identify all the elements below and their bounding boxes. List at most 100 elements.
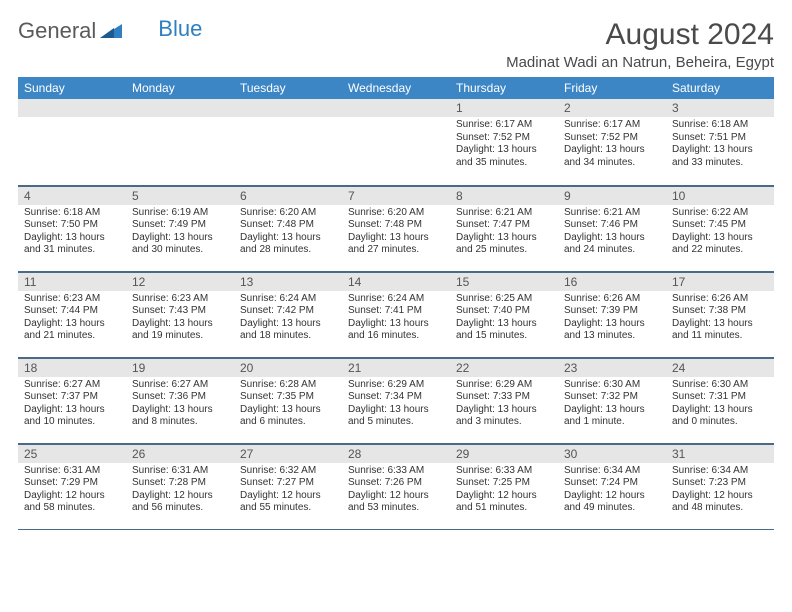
sunrise-line: Sunrise: 6:18 AM [672,119,768,132]
sunrise-line: Sunrise: 6:32 AM [240,465,336,478]
day-number: 28 [348,447,361,461]
day-details: Sunrise: 6:34 AMSunset: 7:24 PMDaylight:… [558,463,666,519]
daylight-line: Daylight: 13 hours and 16 minutes. [348,318,444,343]
sunset-line: Sunset: 7:33 PM [456,391,552,404]
calendar-week-row: 18Sunrise: 6:27 AMSunset: 7:37 PMDayligh… [18,357,774,443]
daylight-line: Daylight: 13 hours and 10 minutes. [24,404,120,429]
day-number-bar: 23 [558,358,666,377]
calendar-day-cell: 26Sunrise: 6:31 AMSunset: 7:28 PMDayligh… [126,443,234,529]
sunset-line: Sunset: 7:52 PM [564,132,660,145]
daylight-line: Daylight: 13 hours and 15 minutes. [456,318,552,343]
daylight-line: Daylight: 13 hours and 5 minutes. [348,404,444,429]
sunrise-line: Sunrise: 6:29 AM [348,379,444,392]
day-details: Sunrise: 6:30 AMSunset: 7:32 PMDaylight:… [558,377,666,433]
sunset-line: Sunset: 7:41 PM [348,305,444,318]
calendar-day-cell: 25Sunrise: 6:31 AMSunset: 7:29 PMDayligh… [18,443,126,529]
sunrise-line: Sunrise: 6:24 AM [348,293,444,306]
day-number: 15 [456,275,469,289]
day-number-bar [18,99,126,117]
day-number: 20 [240,361,253,375]
daylight-line: Daylight: 13 hours and 27 minutes. [348,232,444,257]
day-details: Sunrise: 6:31 AMSunset: 7:28 PMDaylight:… [126,463,234,519]
title-block: August 2024 Madinat Wadi an Natrun, Behe… [506,18,774,71]
calendar-week-row: 1Sunrise: 6:17 AMSunset: 7:52 PMDaylight… [18,99,774,185]
sunset-line: Sunset: 7:40 PM [456,305,552,318]
day-number-bar: 21 [342,358,450,377]
sunset-line: Sunset: 7:52 PM [456,132,552,145]
sunset-line: Sunset: 7:50 PM [24,219,120,232]
calendar-day-cell: 19Sunrise: 6:27 AMSunset: 7:36 PMDayligh… [126,357,234,443]
daylight-line: Daylight: 13 hours and 21 minutes. [24,318,120,343]
day-details: Sunrise: 6:20 AMSunset: 7:48 PMDaylight:… [234,205,342,261]
day-details: Sunrise: 6:19 AMSunset: 7:49 PMDaylight:… [126,205,234,261]
day-number-bar: 13 [234,272,342,291]
day-number-bar: 29 [450,444,558,463]
sunset-line: Sunset: 7:34 PM [348,391,444,404]
sunrise-line: Sunrise: 6:24 AM [240,293,336,306]
day-number: 4 [24,189,31,203]
day-number [24,101,27,115]
daylight-line: Daylight: 13 hours and 3 minutes. [456,404,552,429]
calendar-day-cell: 30 Sunrise: 6:34 AMSunset: 7:24 PMDayligh… [558,443,666,529]
day-number-bar: 19 [126,358,234,377]
location: Madinat Wadi an Natrun, Beheira, Egypt [506,54,774,71]
sunrise-line: Sunrise: 6:17 AM [564,119,660,132]
calendar-day-cell: 6Sunrise: 6:20 AMSunset: 7:48 PMDaylight… [234,185,342,271]
day-number-bar: 18 [18,358,126,377]
day-number-bar: 3 [666,99,774,117]
sunrise-line: Sunrise: 6:26 AM [672,293,768,306]
calendar-day-cell: 27Sunrise: 6:32 AMSunset: 7:27 PMDayligh… [234,443,342,529]
daylight-line: Daylight: 13 hours and 0 minutes. [672,404,768,429]
calendar-day-cell: 3Sunrise: 6:18 AMSunset: 7:51 PMDaylight… [666,99,774,185]
day-number-bar: 22 [450,358,558,377]
day-number: 10 [672,189,685,203]
calendar-week-row: 4Sunrise: 6:18 AMSunset: 7:50 PMDaylight… [18,185,774,271]
calendar-day-cell: 28 Sunrise: 6:33 AMSunset: 7:26 PMDayligh… [342,443,450,529]
day-number-bar: 8 [450,186,558,205]
sunset-line: Sunset: 7:35 PM [240,391,336,404]
day-details: Sunrise: 6:31 AMSunset: 7:29 PMDaylight:… [18,463,126,519]
daylight-line: Daylight: 13 hours and 19 minutes. [132,318,228,343]
day-number-bar: 15 [450,272,558,291]
calendar-day-cell: 11Sunrise: 6:23 AMSunset: 7:44 PMDayligh… [18,271,126,357]
day-number-bar: 25 [18,444,126,463]
day-details: Sunrise: 6:23 AMSunset: 7:43 PMDaylight:… [126,291,234,347]
day-number-bar: 14 [342,272,450,291]
sunset-line: Sunset: 7:36 PM [132,391,228,404]
sunset-line: Sunset: 7:39 PM [564,305,660,318]
day-number-bar: 20 [234,358,342,377]
calendar-day-cell: 14 Sunrise: 6:24 AMSunset: 7:41 PMDayligh… [342,271,450,357]
sunrise-line: Sunrise: 6:33 AM [348,465,444,478]
sunrise-line: Sunrise: 6:25 AM [456,293,552,306]
sunset-line: Sunset: 7:48 PM [348,219,444,232]
calendar-day-cell: 22 Sunrise: 6:29 AMSunset: 7:33 PMDayligh… [450,357,558,443]
sunrise-line: Sunrise: 6:20 AM [240,207,336,220]
day-details: Sunrise: 6:33 AMSunset: 7:25 PMDaylight:… [450,463,558,519]
day-number: 30 [564,447,577,461]
daylight-line: Daylight: 13 hours and 13 minutes. [564,318,660,343]
sunrise-line: Sunrise: 6:20 AM [348,207,444,220]
sunrise-line: Sunrise: 6:34 AM [564,465,660,478]
day-number-bar [234,99,342,117]
day-number-bar: 30 [558,444,666,463]
day-number: 12 [132,275,145,289]
sunrise-line: Sunrise: 6:29 AM [456,379,552,392]
calendar-day-cell: 24Sunrise: 6:30 AMSunset: 7:31 PMDayligh… [666,357,774,443]
sunset-line: Sunset: 7:38 PM [672,305,768,318]
daylight-line: Daylight: 12 hours and 51 minutes. [456,490,552,515]
brand-word-1: General [18,18,96,44]
day-number-bar: 5 [126,186,234,205]
sunset-line: Sunset: 7:47 PM [456,219,552,232]
day-details: Sunrise: 6:20 AMSunset: 7:48 PMDaylight:… [342,205,450,261]
sunrise-line: Sunrise: 6:19 AM [132,207,228,220]
calendar-day-cell: 17Sunrise: 6:26 AMSunset: 7:38 PMDayligh… [666,271,774,357]
daylight-line: Daylight: 13 hours and 1 minute. [564,404,660,429]
sunrise-line: Sunrise: 6:23 AM [132,293,228,306]
day-details: Sunrise: 6:33 AMSunset: 7:26 PMDaylight:… [342,463,450,519]
calendar-day-cell: 5Sunrise: 6:19 AMSunset: 7:49 PMDaylight… [126,185,234,271]
day-number-bar: 10 [666,186,774,205]
calendar-day-cell [342,99,450,185]
day-number-bar: 7 [342,186,450,205]
sunrise-line: Sunrise: 6:34 AM [672,465,768,478]
day-details: Sunrise: 6:24 AMSunset: 7:42 PMDaylight:… [234,291,342,347]
